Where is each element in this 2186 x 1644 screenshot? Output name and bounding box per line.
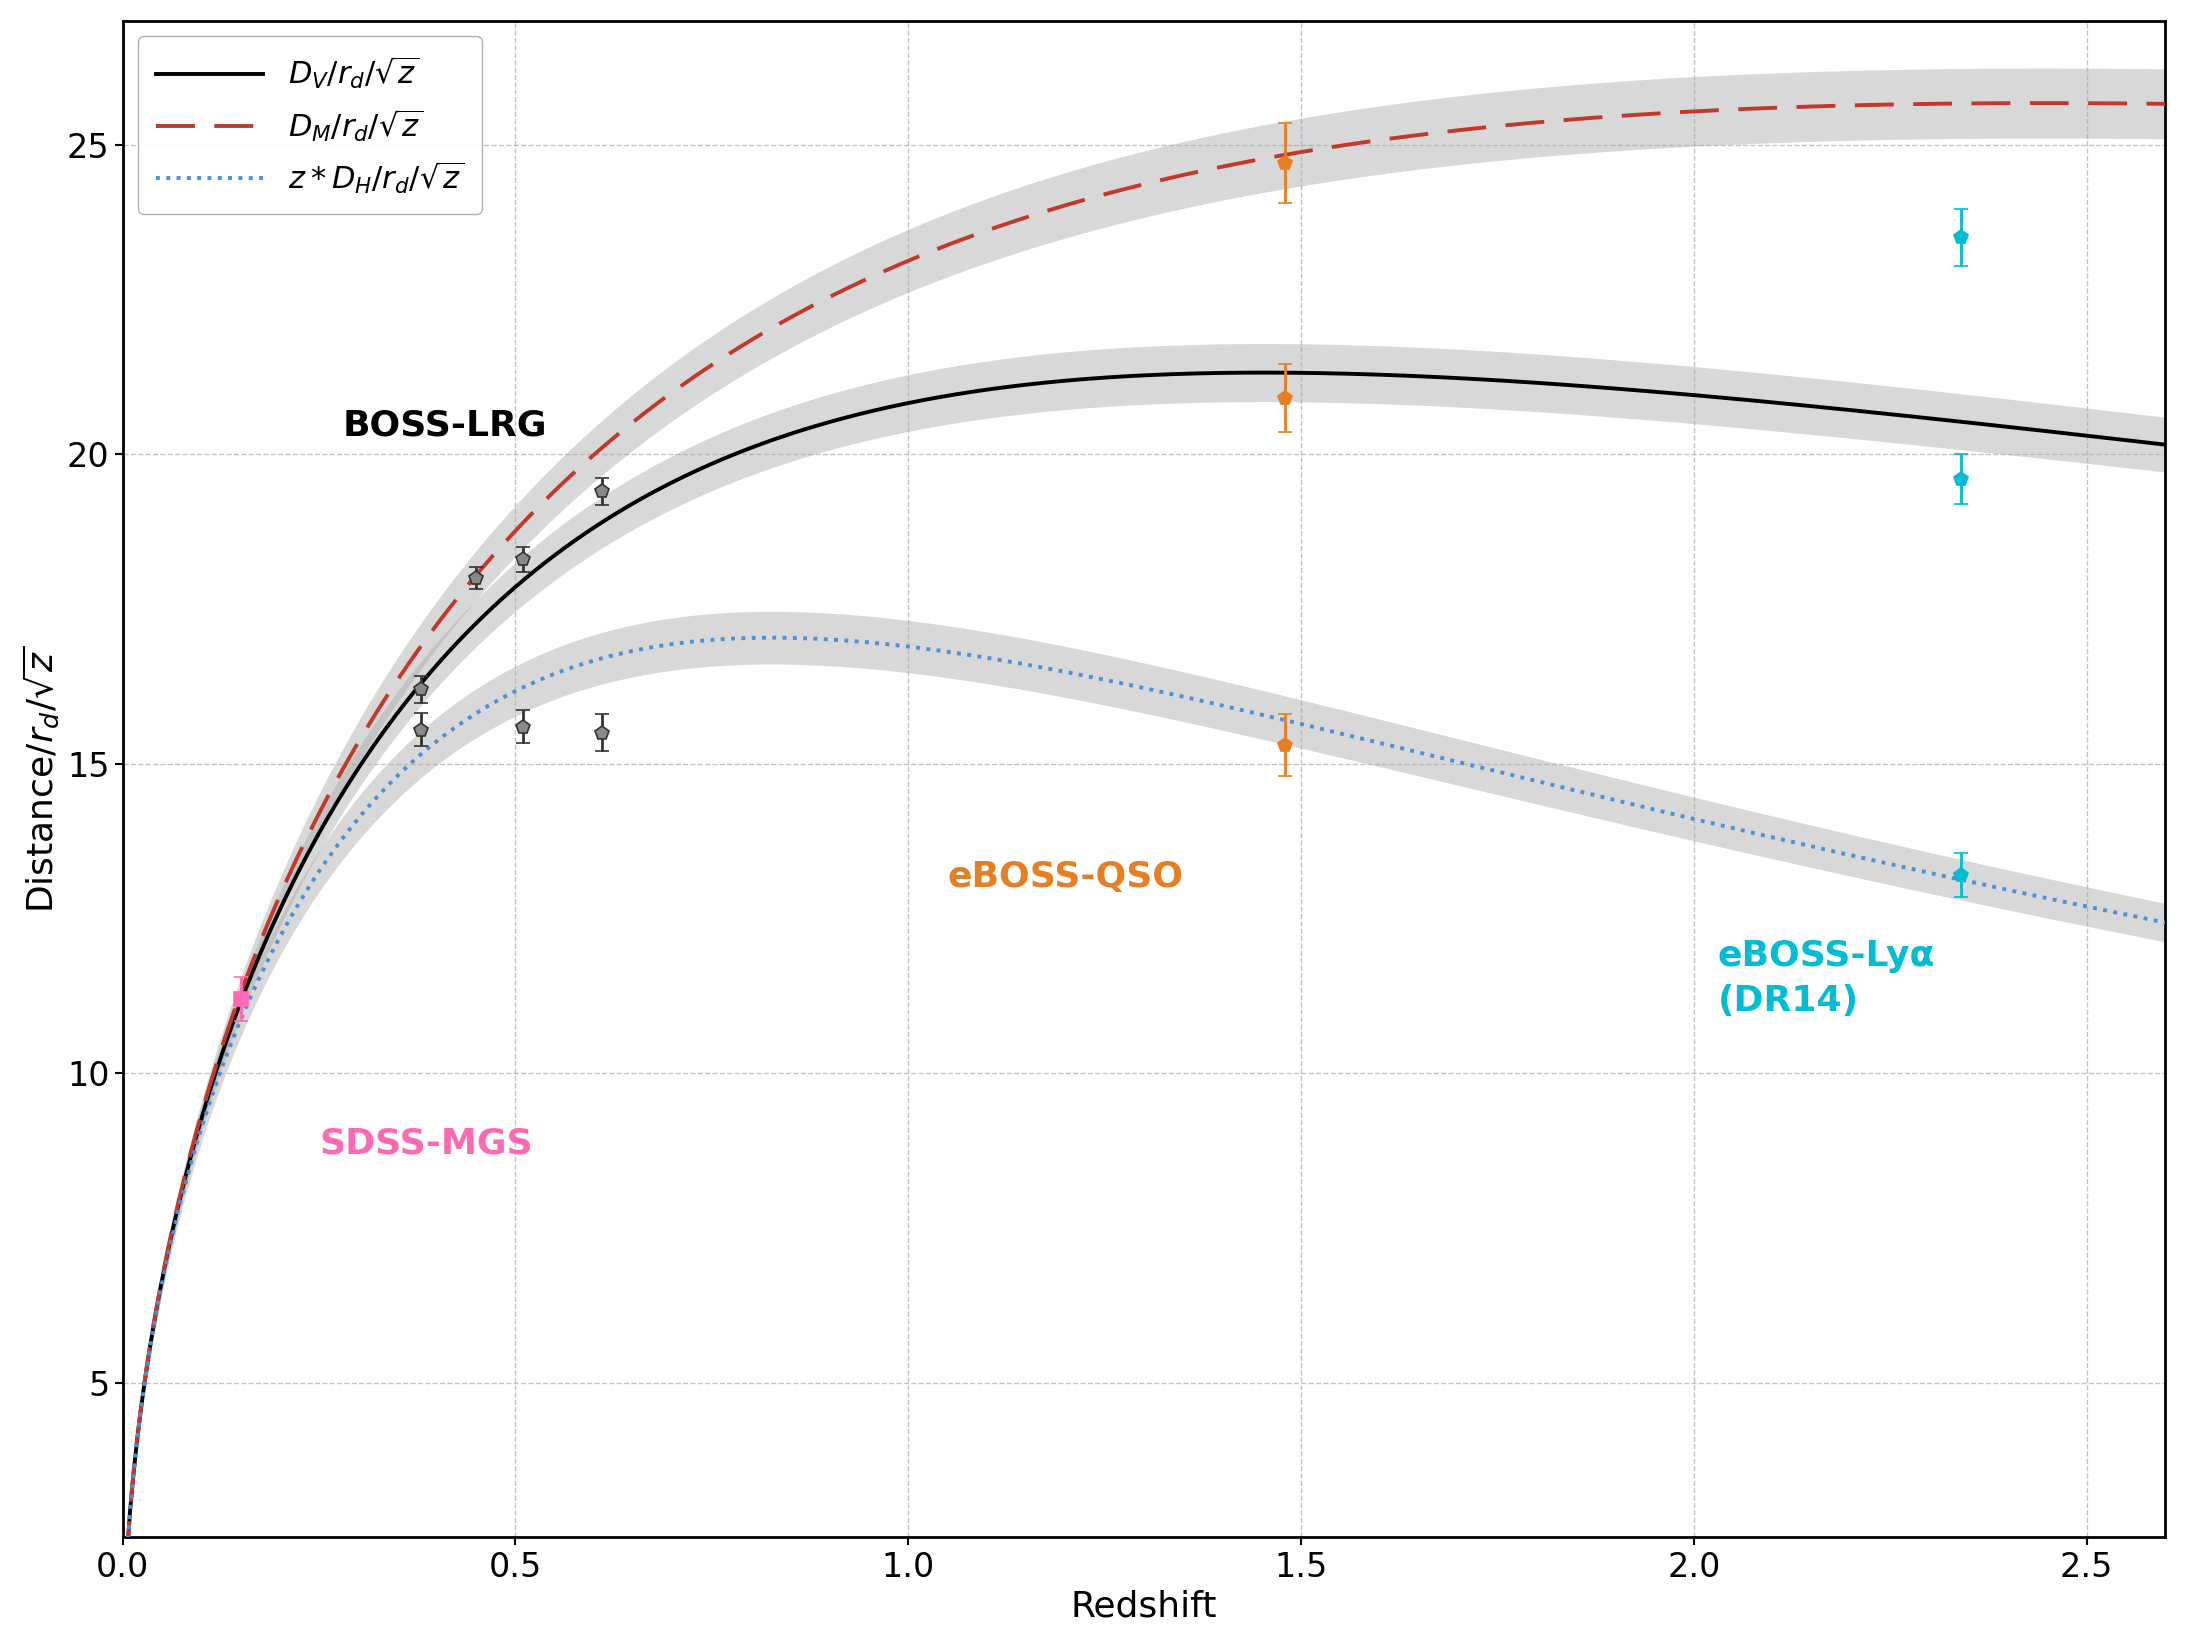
Text: BOSS-LRG: BOSS-LRG (343, 409, 546, 442)
$D_M/r_d/\sqrt{z}$ (1036, 201, 1062, 220)
$z*D_H/r_d/\sqrt{z}$ (474, 697, 501, 717)
Text: SDSS-MGS: SDSS-MGS (319, 1126, 533, 1161)
Line: $z*D_H/r_d/\sqrt{z}$: $z*D_H/r_d/\sqrt{z}$ (127, 638, 2164, 1560)
$D_V/r_d/\sqrt{z}$ (1036, 373, 1062, 393)
$D_V/r_d/\sqrt{z}$ (1478, 370, 1504, 390)
$z*D_H/r_d/\sqrt{z}$ (2151, 912, 2177, 932)
$D_M/r_d/\sqrt{z}$ (2151, 94, 2177, 113)
$z*D_H/r_d/\sqrt{z}$ (638, 638, 665, 658)
Line: $D_V/r_d/\sqrt{z}$: $D_V/r_d/\sqrt{z}$ (127, 373, 2164, 1560)
$D_V/r_d/\sqrt{z}$ (638, 483, 665, 503)
Y-axis label: Distance/$r_d$/$\sqrt{z}$: Distance/$r_d$/$\sqrt{z}$ (22, 646, 61, 912)
Line: $D_M/r_d/\sqrt{z}$: $D_M/r_d/\sqrt{z}$ (127, 104, 2164, 1560)
$D_M/r_d/\sqrt{z}$ (1476, 117, 1502, 136)
$D_M/r_d/\sqrt{z}$ (1314, 138, 1340, 158)
$D_M/r_d/\sqrt{z}$ (114, 1550, 140, 1570)
$z*D_H/r_d/\sqrt{z}$ (761, 628, 787, 648)
$D_V/r_d/\sqrt{z}$ (1318, 363, 1344, 383)
$D_V/r_d/\sqrt{z}$ (114, 1550, 140, 1570)
Text: eBOSS-QSO: eBOSS-QSO (947, 860, 1183, 894)
Legend: $D_V/r_d/\sqrt{z}$, $D_M/r_d/\sqrt{z}$, $z*D_H/r_d/\sqrt{z}$: $D_V/r_d/\sqrt{z}$, $D_M/r_d/\sqrt{z}$, … (138, 36, 483, 214)
$z*D_H/r_d/\sqrt{z}$ (1318, 722, 1344, 741)
$z*D_H/r_d/\sqrt{z}$ (1478, 760, 1504, 779)
$D_M/r_d/\sqrt{z}$ (638, 398, 665, 418)
$D_V/r_d/\sqrt{z}$ (1250, 363, 1277, 383)
Text: eBOSS-Lyα
(DR14): eBOSS-Lyα (DR14) (1718, 939, 1935, 1018)
$D_V/r_d/\sqrt{z}$ (474, 602, 501, 621)
$D_M/r_d/\sqrt{z}$ (474, 552, 501, 572)
$D_V/r_d/\sqrt{z}$ (1653, 383, 1679, 403)
$D_M/r_d/\sqrt{z}$ (2029, 94, 2055, 113)
$D_V/r_d/\sqrt{z}$ (2151, 434, 2177, 454)
$D_M/r_d/\sqrt{z}$ (1648, 104, 1674, 123)
$z*D_H/r_d/\sqrt{z}$ (114, 1550, 140, 1570)
X-axis label: Redshift: Redshift (1071, 1590, 1218, 1623)
$z*D_H/r_d/\sqrt{z}$ (1653, 802, 1679, 822)
$z*D_H/r_d/\sqrt{z}$ (1038, 659, 1065, 679)
